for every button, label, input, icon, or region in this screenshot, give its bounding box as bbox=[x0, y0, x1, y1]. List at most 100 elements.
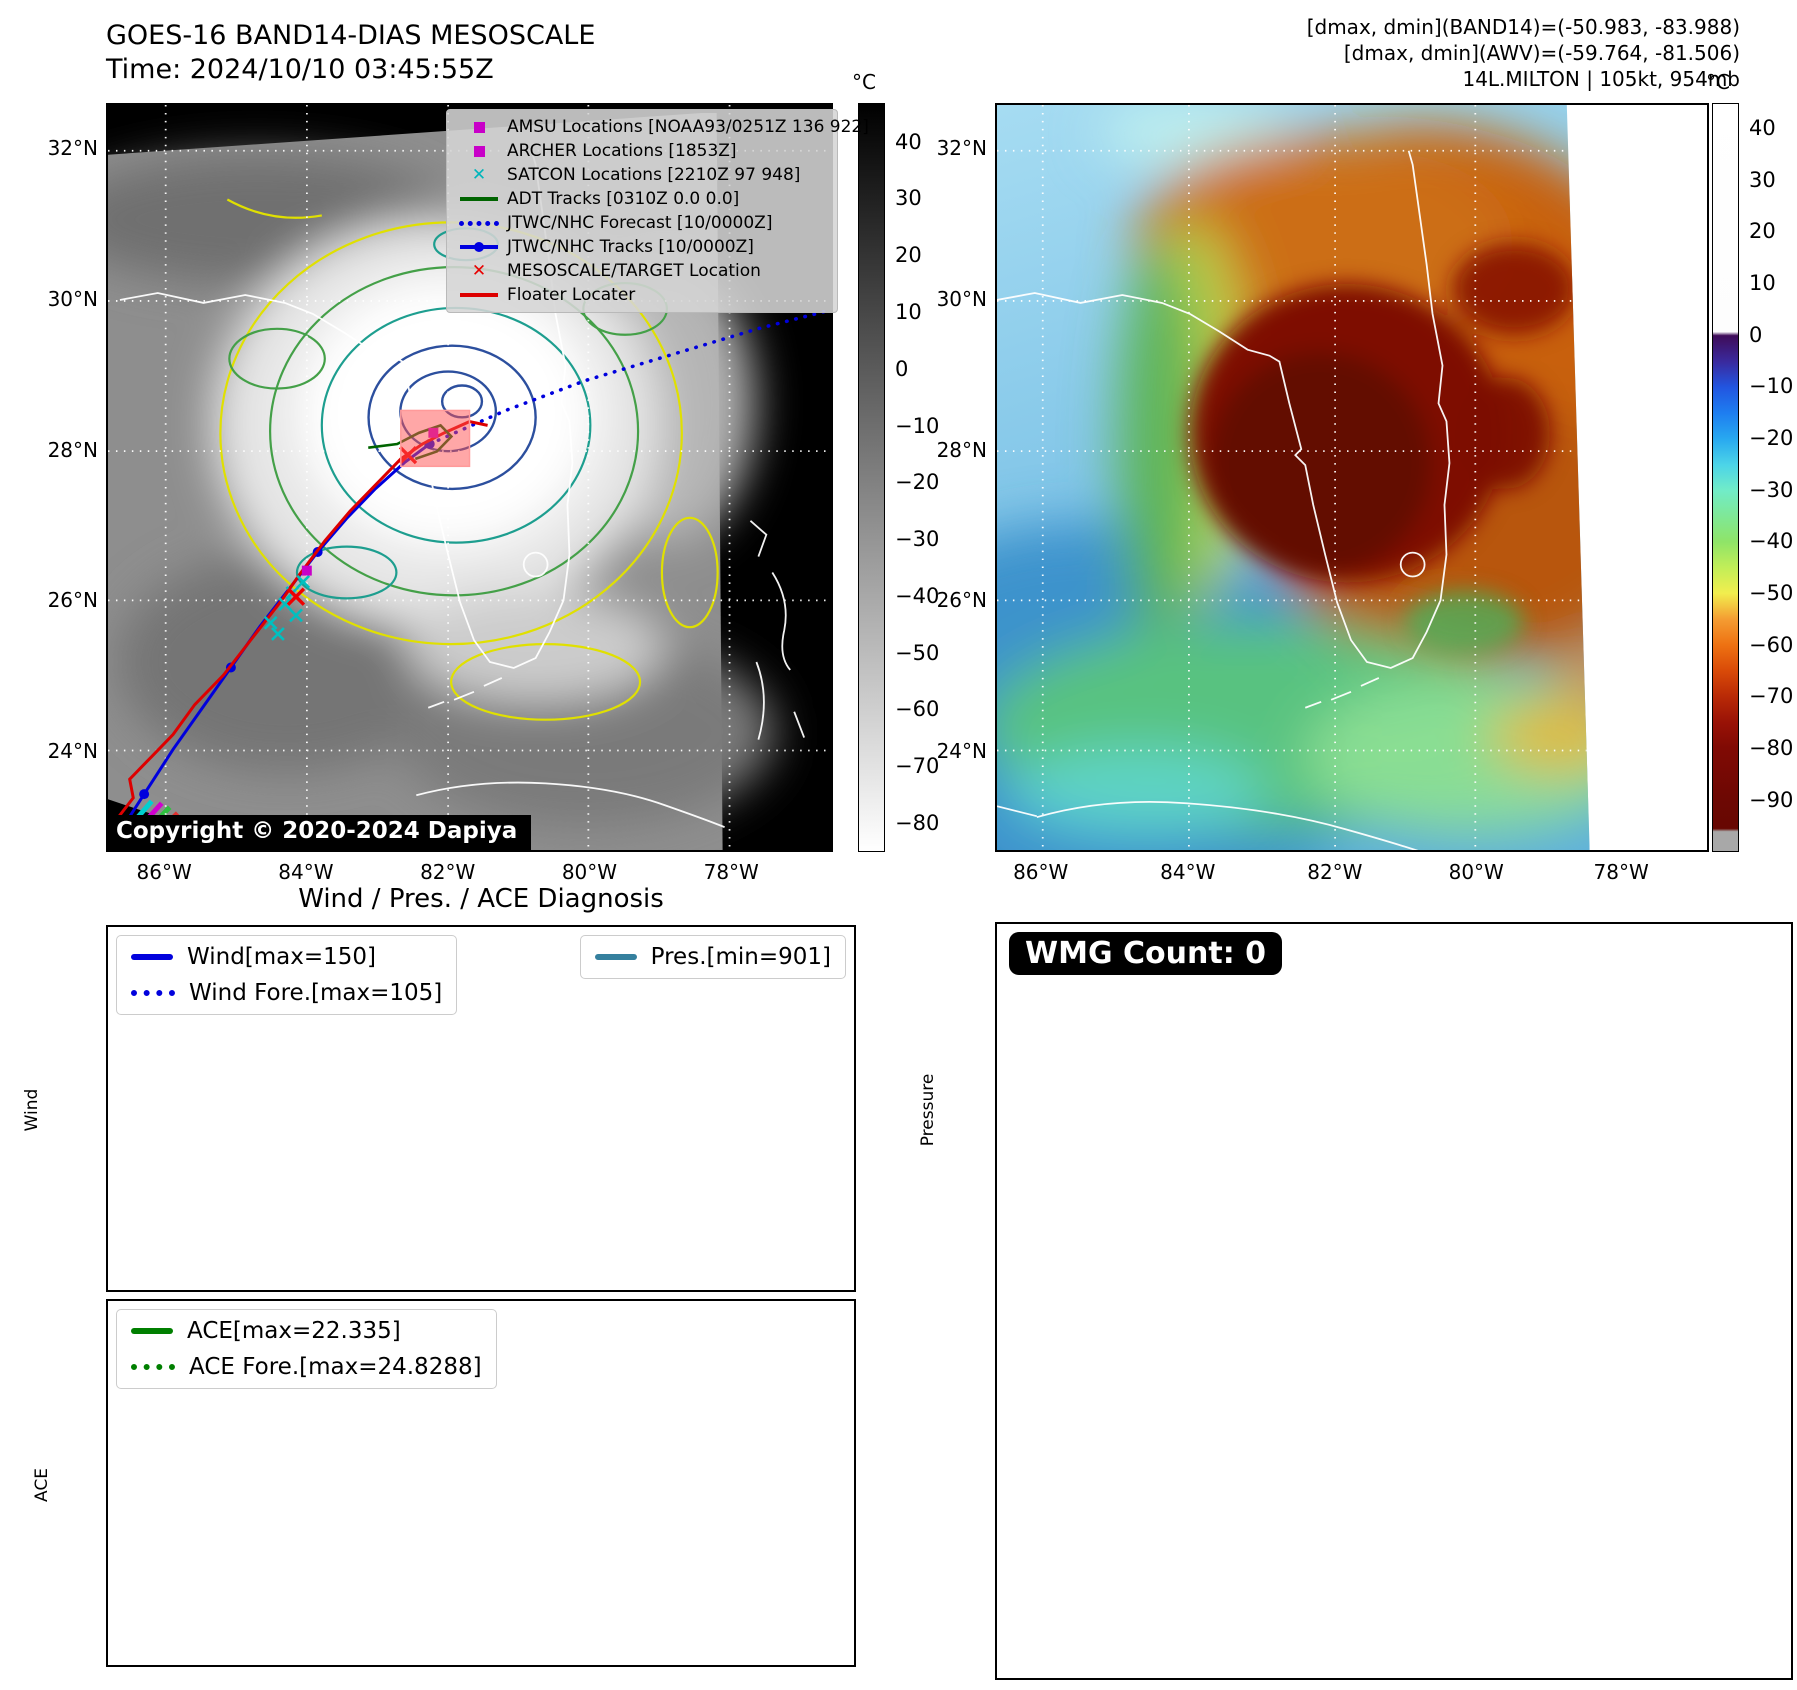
map-legend-label: ADT Tracks [0310Z 0.0 0.0] bbox=[507, 189, 740, 209]
band14-x-tick-label: 82°W bbox=[420, 860, 476, 884]
band14-x-tick-label: 80°W bbox=[561, 860, 618, 884]
legend-label: ACE Fore.[max=24.8288] bbox=[189, 1354, 482, 1380]
band14-colorbar-unit: °C bbox=[852, 70, 876, 94]
copyright-badge: Copyright © 2020-2024 Dapiya bbox=[108, 815, 532, 850]
dotted-line-marker-icon bbox=[459, 220, 499, 226]
awv-y-tick-label: 30°N bbox=[936, 286, 987, 311]
storm-id-intensity: 14L.MILTON | 105kt, 954mb bbox=[1462, 67, 1740, 91]
band14-x-tick-label: 84°W bbox=[278, 860, 334, 884]
track-overlays bbox=[114, 308, 831, 840]
wmg-panel: WMG Count: 0 bbox=[995, 922, 1793, 1680]
wmg-grid-image bbox=[997, 924, 1790, 1677]
legend-label: Wind Fore.[max=105] bbox=[189, 980, 443, 1006]
square-marker-icon bbox=[473, 121, 485, 133]
awv-y-tick-label: 28°N bbox=[936, 437, 987, 462]
band14-colorbar-tick-label: −30 bbox=[895, 527, 940, 552]
amsu-location-marker bbox=[301, 565, 312, 576]
band14-colorbar-tick-label: −20 bbox=[895, 470, 940, 495]
band14-colorbar-tick-label: −70 bbox=[895, 754, 940, 779]
awv-map-panel bbox=[995, 103, 1709, 852]
awv-x-tick-label: 78°W bbox=[1593, 860, 1649, 884]
map-legend-marker bbox=[451, 121, 507, 133]
awv-colorbar-tick-label: −60 bbox=[1749, 632, 1794, 657]
graticule bbox=[997, 105, 1590, 850]
map-legend-marker: ✕ bbox=[451, 164, 507, 185]
band14-colorbar-tick-label: −10 bbox=[895, 413, 940, 438]
figure-timestamp: Time: 2024/10/10 03:45:55Z bbox=[106, 54, 494, 85]
band14-colorbar-tick-label: −50 bbox=[895, 640, 940, 665]
coastlines bbox=[997, 150, 1451, 850]
legend-item-ace: ACE[max=22.335] bbox=[131, 1318, 482, 1344]
band14-colorbar-tick-label: −40 bbox=[895, 583, 940, 608]
dmax-dmin-awv: [dmax, dmin](AWV)=(-59.764, -81.506) bbox=[1343, 41, 1740, 65]
awv-satellite-image bbox=[997, 105, 1707, 850]
map-legend-marker bbox=[451, 242, 507, 252]
band14-colorbar-tick-label: 10 bbox=[895, 300, 922, 325]
awv-x-tick-label: 86°W bbox=[1013, 860, 1069, 884]
legend-item-ace-forecast: ACE Fore.[max=24.8288] bbox=[131, 1354, 482, 1380]
awv-y-tick-label: 24°N bbox=[936, 738, 987, 763]
map-legend-marker bbox=[451, 293, 507, 297]
ace-axis-label: ACE bbox=[32, 1468, 52, 1502]
x-marker-icon: ✕ bbox=[471, 164, 487, 185]
band14-x-tick-label: 78°W bbox=[703, 860, 759, 884]
line-with-dot-marker-icon bbox=[460, 242, 498, 252]
ace-chart: ACE[max=22.335] ACE Fore.[max=24.8288] bbox=[106, 1299, 856, 1667]
satcon-location-marker bbox=[296, 574, 311, 589]
legend-item-wind: Wind[max=150] bbox=[131, 944, 442, 970]
awv-colorbar-tick-label: 10 bbox=[1749, 270, 1776, 295]
awv-x-tick-label: 84°W bbox=[1160, 860, 1216, 884]
ace-forecast-line-sample bbox=[131, 1364, 175, 1370]
pressure-legend: Pres.[min=901] bbox=[579, 935, 846, 979]
figure-title: GOES-16 BAND14-DIAS MESOSCALE bbox=[106, 20, 596, 51]
map-legend-item: ✕ MESOSCALE/TARGET Location bbox=[451, 260, 833, 282]
satcon-location-marker bbox=[271, 627, 285, 641]
satcon-location-marker bbox=[263, 615, 278, 630]
wind-axis-label: Wind bbox=[22, 1088, 42, 1132]
legend-item-wind-forecast: Wind Fore.[max=105] bbox=[131, 980, 442, 1006]
map-legend-label: JTWC/NHC Forecast [10/0000Z] bbox=[507, 213, 773, 233]
band14-colorbar-tick-label: 30 bbox=[895, 186, 922, 211]
map-legend-item: ADT Tracks [0310Z 0.0 0.0] bbox=[451, 188, 833, 210]
header-info-block: [dmax, dmin](BAND14)=(-50.983, -83.988) … bbox=[1307, 14, 1740, 92]
map-legend-item: ARCHER Locations [1853Z] bbox=[451, 140, 833, 162]
map-legend: AMSU Locations [NOAA93/0251Z 136 922] ARC… bbox=[446, 109, 869, 313]
coastlines bbox=[119, 150, 805, 828]
map-legend-item: JTWC/NHC Forecast [10/0000Z] bbox=[451, 212, 833, 234]
band14-colorbar-tick-label: −60 bbox=[895, 697, 940, 722]
square-marker-icon bbox=[473, 145, 485, 157]
awv-colorbar-tick-label: −20 bbox=[1749, 425, 1794, 450]
awv-colorbar-tick-label: −30 bbox=[1749, 477, 1794, 502]
map-legend-label: SATCON Locations [2210Z 97 948] bbox=[507, 165, 801, 185]
awv-y-tick-label: 26°N bbox=[936, 588, 987, 613]
band14-y-tick-label: 24°N bbox=[47, 738, 98, 763]
map-legend-marker: ✕ bbox=[451, 260, 507, 281]
pressure-line-sample bbox=[594, 954, 637, 960]
map-legend-item: JTWC/NHC Tracks [10/0000Z] bbox=[451, 236, 833, 258]
ace-line-sample bbox=[131, 1328, 173, 1334]
band14-colorbar-tick-label: 40 bbox=[895, 129, 922, 154]
x-marker-icon: ✕ bbox=[471, 260, 487, 281]
mesoscale-target-marker bbox=[286, 587, 306, 606]
map-legend-label: MESOSCALE/TARGET Location bbox=[507, 261, 761, 281]
pressure-axis-label: Pressure bbox=[918, 1073, 938, 1147]
ace-legend: ACE[max=22.335] ACE Fore.[max=24.8288] bbox=[116, 1309, 497, 1389]
awv-colorbar-tick-label: −80 bbox=[1749, 736, 1794, 760]
dmax-dmin-band14: [dmax, dmin](BAND14)=(-50.983, -83.988) bbox=[1306, 15, 1740, 39]
band14-map-panel: AMSU Locations [NOAA93/0251Z 136 922] ARC… bbox=[106, 103, 869, 852]
map-legend-item: Floater Locater bbox=[451, 284, 833, 306]
wind-line-sample bbox=[131, 954, 173, 960]
map-legend-marker bbox=[451, 197, 507, 201]
awv-x-tick-label: 82°W bbox=[1307, 860, 1363, 884]
wind-pressure-chart: Wind[max=150] Wind Fore.[max=105] Pres.[… bbox=[106, 925, 856, 1292]
awv-colorbar bbox=[1712, 103, 1739, 852]
awv-colorbar-unit: °C bbox=[1706, 70, 1730, 94]
band14-x-tick-label: 86°W bbox=[136, 860, 192, 884]
map-legend-item: ✕ SATCON Locations [2210Z 97 948] bbox=[451, 164, 833, 186]
awv-colorbar-tick-label: 30 bbox=[1749, 167, 1776, 192]
mesoscale-target-box bbox=[400, 409, 471, 468]
band14-colorbar-tick-label: −80 bbox=[895, 810, 940, 835]
legend-label: Wind[max=150] bbox=[187, 944, 377, 970]
band14-y-tick-label: 26°N bbox=[47, 588, 98, 613]
